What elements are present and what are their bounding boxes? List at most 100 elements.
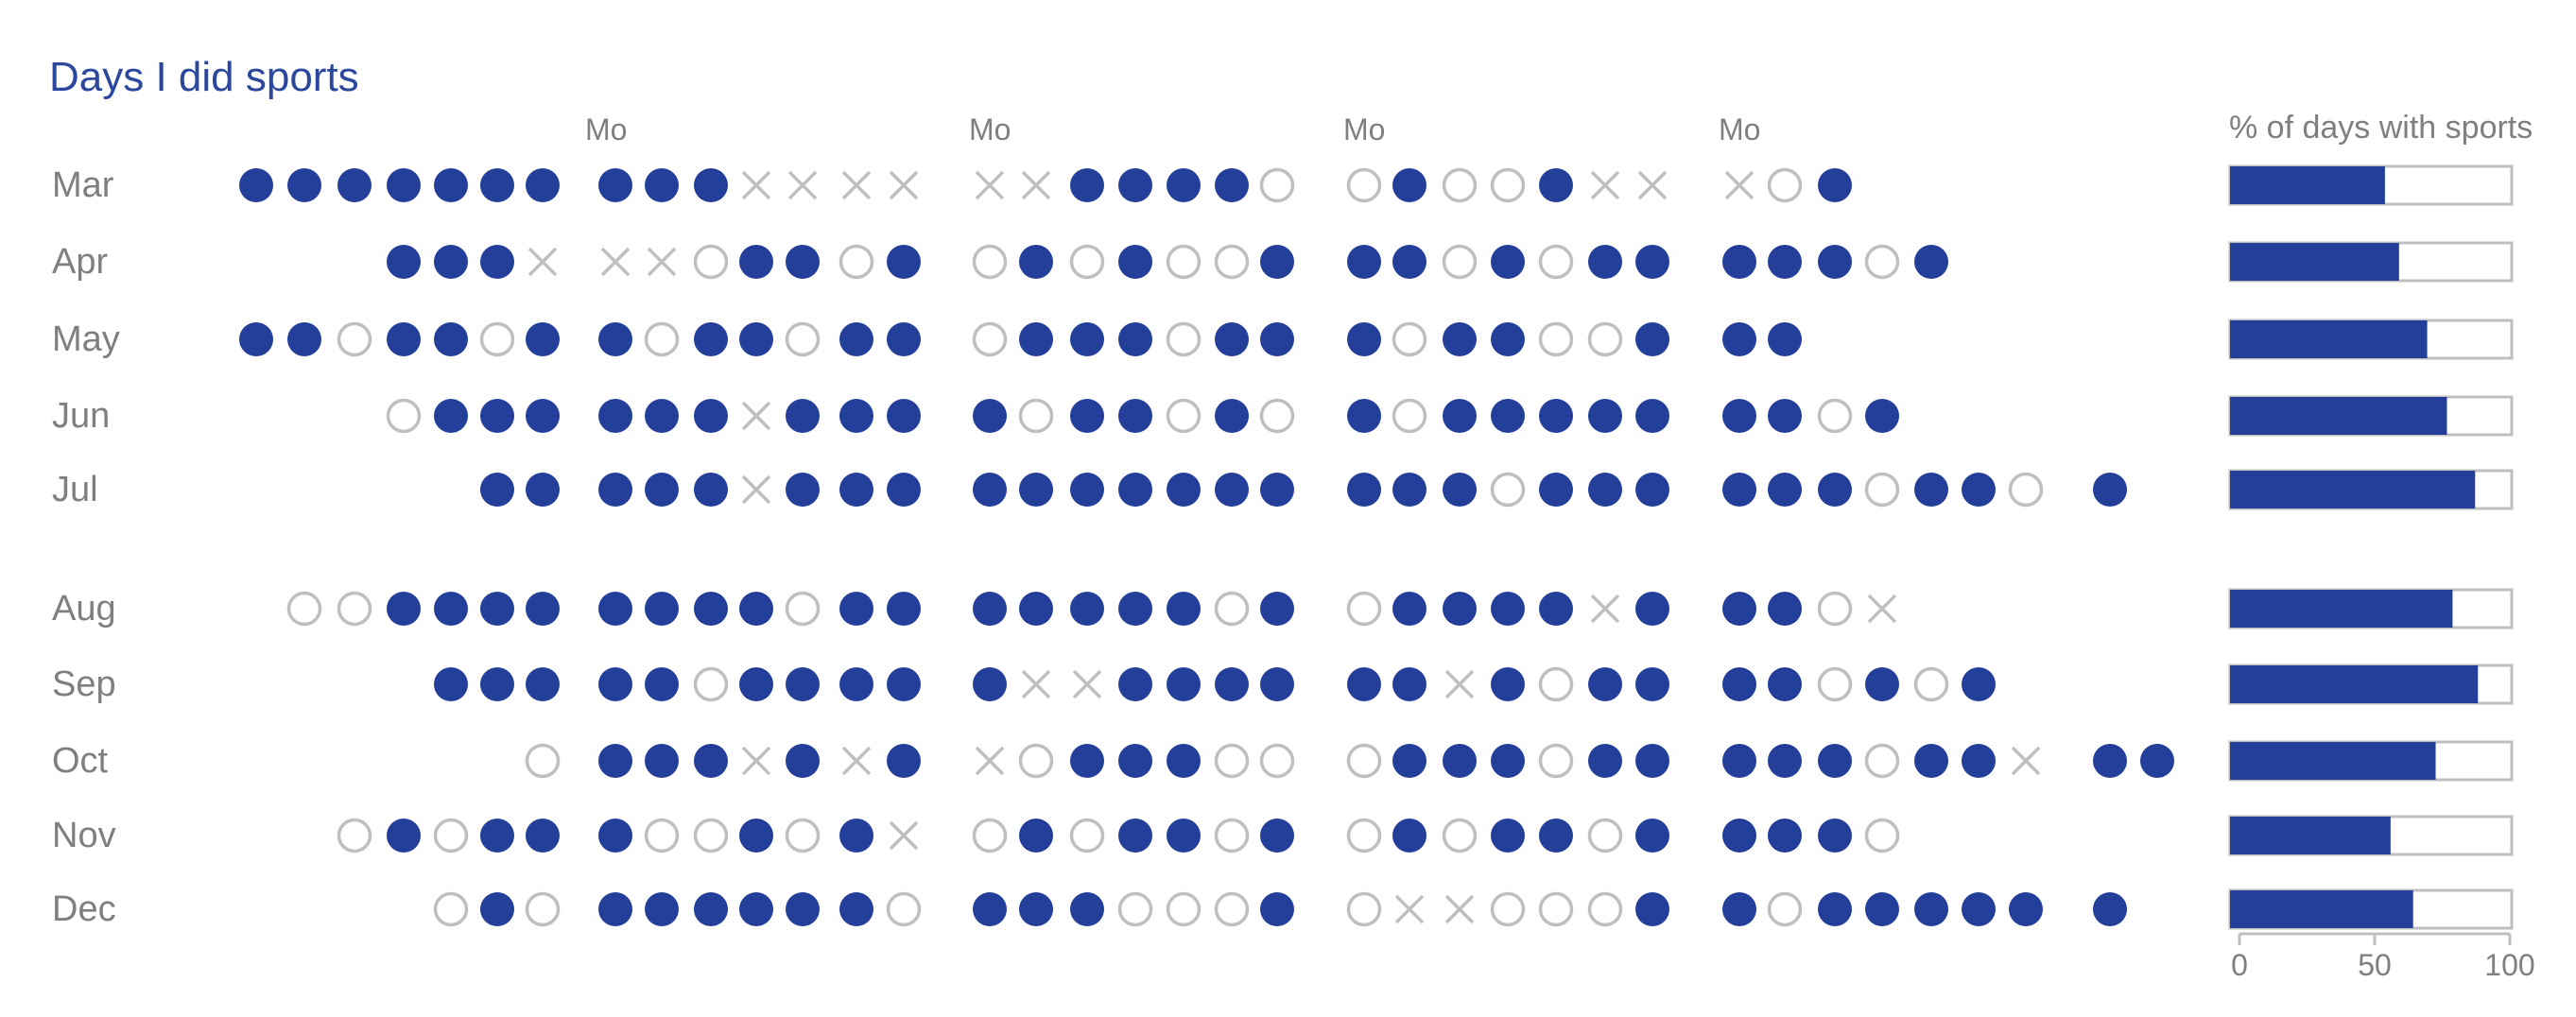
day-sports-dot: [645, 892, 679, 926]
day-no-sports-circle: [972, 321, 1008, 357]
day-sports-dot: [1722, 322, 1756, 356]
day-sports-dot: [1019, 819, 1053, 853]
day-sports-dot: [1019, 245, 1053, 279]
day-no-sports-circle: [2008, 472, 2044, 508]
day-sports-dot: [1588, 667, 1622, 701]
day-sports-dot: [645, 667, 679, 701]
day-no-sports-circle: [1864, 472, 1900, 508]
day-no-sports-circle: [1259, 398, 1295, 434]
day-sports-dot: [1962, 473, 1996, 507]
day-sports-dot: [1070, 473, 1104, 507]
day-no-sports-circle: [1117, 891, 1153, 927]
day-sports-dot: [973, 892, 1007, 926]
day-no-sports-circle: [1817, 398, 1853, 434]
percent-axis-tick-label: 100: [2484, 948, 2534, 982]
day-sports-dot: [1392, 819, 1426, 853]
day-excluded-cross: [1724, 170, 1755, 200]
day-no-sports-circle: [1864, 244, 1900, 280]
day-sports-dot: [1635, 322, 1669, 356]
day-sports-dot: [694, 322, 728, 356]
day-sports-dot: [1635, 667, 1669, 701]
day-sports-dot: [1539, 399, 1573, 433]
day-excluded-cross: [889, 820, 919, 851]
day-no-sports-circle: [1817, 591, 1853, 627]
day-sports-dot: [1635, 892, 1669, 926]
day-sports-dot: [1347, 399, 1381, 433]
day-sports-dot: [1443, 473, 1477, 507]
day-sports-dot: [694, 168, 728, 202]
day-sports-dot: [287, 322, 321, 356]
day-excluded-cross: [1590, 594, 1620, 624]
day-no-sports-circle: [1442, 818, 1478, 853]
day-sports-dot: [434, 245, 468, 279]
day-no-sports-circle: [785, 321, 821, 357]
day-sports-dot: [1962, 667, 1996, 701]
day-sports-dot: [1768, 322, 1802, 356]
day-sports-dot: [526, 473, 560, 507]
month-row-jun: Jun: [52, 396, 1899, 436]
day-sports-dot: [1347, 322, 1381, 356]
day-sports-dot: [1539, 592, 1573, 626]
percent-bar-fill: [2230, 817, 2391, 854]
month-label: Mar: [52, 165, 114, 205]
day-sports-dot: [694, 744, 728, 778]
day-no-sports-circle: [1817, 666, 1853, 702]
day-sports-dot: [1070, 744, 1104, 778]
day-sports-dot: [1768, 819, 1802, 853]
day-sports-dot: [2093, 744, 2127, 778]
day-sports-dot: [1818, 245, 1852, 279]
day-sports-dot: [1070, 592, 1104, 626]
day-sports-dot: [434, 168, 468, 202]
day-sports-dot: [1635, 819, 1669, 853]
day-sports-dot: [694, 399, 728, 433]
day-no-sports-circle: [1018, 743, 1054, 779]
day-sports-dot: [839, 592, 873, 626]
day-sports-dot: [1722, 399, 1756, 433]
day-sports-dot: [694, 473, 728, 507]
percent-bar-fill: [2230, 320, 2428, 358]
day-no-sports-circle: [1346, 167, 1382, 203]
day-sports-dot: [1215, 168, 1249, 202]
day-excluded-cross: [600, 247, 631, 277]
day-no-sports-circle: [1490, 891, 1526, 927]
day-sports-dot: [1635, 744, 1669, 778]
day-sports-dot: [1347, 245, 1381, 279]
week-start-label: Mo: [1719, 112, 1760, 147]
day-sports-dot: [598, 667, 632, 701]
day-sports-dot: [645, 744, 679, 778]
day-no-sports-circle: [525, 743, 561, 779]
day-sports-dot: [1215, 322, 1249, 356]
month-row-oct: Oct: [52, 741, 2174, 781]
day-no-sports-circle: [1346, 818, 1382, 853]
week-start-label: Mo: [1343, 112, 1385, 147]
day-sports-dot: [1491, 744, 1525, 778]
day-sports-dot: [887, 473, 921, 507]
day-sports-dot: [1962, 892, 1996, 926]
day-sports-dot: [1768, 245, 1802, 279]
day-no-sports-circle: [1259, 167, 1295, 203]
day-sports-dot: [1914, 892, 1948, 926]
day-sports-dot: [1392, 168, 1426, 202]
day-sports-dot: [526, 168, 560, 202]
day-sports-dot: [239, 168, 273, 202]
day-sports-dot: [1260, 592, 1294, 626]
day-sports-dot: [1768, 667, 1802, 701]
day-sports-dot: [598, 473, 632, 507]
day-sports-dot: [387, 592, 421, 626]
day-excluded-cross: [2011, 746, 2041, 776]
percent-bar-fill: [2230, 665, 2479, 703]
day-no-sports-circle: [433, 818, 469, 853]
day-no-sports-circle: [1913, 666, 1949, 702]
day-no-sports-circle: [693, 666, 729, 702]
day-excluded-cross: [1590, 170, 1620, 200]
day-sports-dot: [1167, 168, 1201, 202]
day-sports-dot: [2093, 473, 2127, 507]
day-sports-dot: [480, 168, 514, 202]
day-sports-dot: [1118, 399, 1152, 433]
day-sports-dot: [480, 592, 514, 626]
day-sports-dot: [1539, 819, 1573, 853]
day-no-sports-circle: [838, 244, 874, 280]
day-sports-dot: [387, 819, 421, 853]
day-sports-dot: [1070, 322, 1104, 356]
day-sports-dot: [598, 592, 632, 626]
